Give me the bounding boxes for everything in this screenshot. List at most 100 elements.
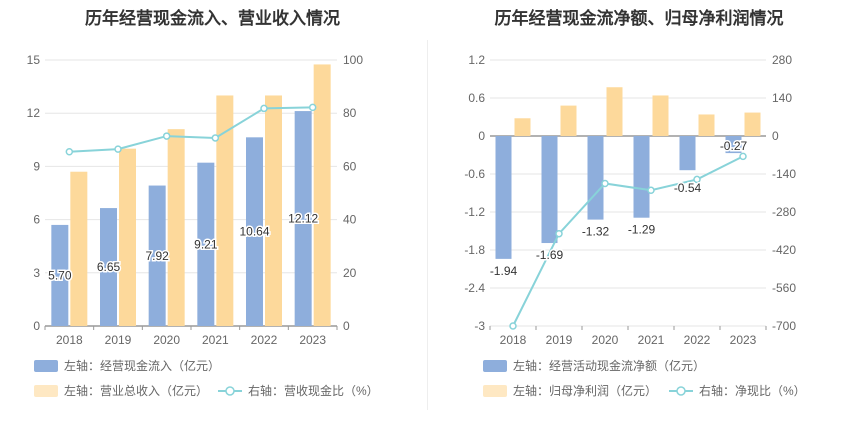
bar bbox=[514, 118, 531, 136]
bar-data-label: -1.32 bbox=[582, 225, 610, 239]
bar bbox=[698, 114, 715, 136]
right-axis-tick-label: 20 bbox=[343, 266, 357, 280]
bar bbox=[679, 136, 696, 171]
line-point bbox=[211, 134, 220, 142]
left-axis-tick-label: -3 bbox=[474, 319, 485, 333]
left-axis-tick-label: 0 bbox=[33, 319, 40, 333]
legend-label: 左轴：经营活动现金流净额（亿元） bbox=[513, 358, 705, 373]
bar-data-label: -1.94 bbox=[490, 264, 518, 278]
bar bbox=[652, 95, 669, 136]
bar bbox=[313, 64, 331, 326]
bar bbox=[70, 171, 88, 326]
line-point bbox=[739, 152, 747, 161]
right-axis-tick-label: 60 bbox=[343, 159, 357, 173]
left-axis-tick-label: 6 bbox=[33, 213, 40, 227]
bar bbox=[148, 185, 166, 326]
x-axis-tick-label: 2023 bbox=[299, 333, 326, 347]
bar bbox=[100, 208, 117, 326]
chart-title-1: 历年经营现金流入、营业收入情况 bbox=[85, 9, 340, 28]
line-point bbox=[260, 104, 268, 113]
bar-data-label: 9.21 bbox=[194, 237, 218, 251]
left-axis-tick-label: -1.2 bbox=[464, 205, 485, 219]
bar bbox=[294, 111, 312, 327]
bar-data-label: 6.65 bbox=[97, 260, 121, 274]
right-axis-tick-label: 140 bbox=[772, 91, 792, 105]
bar bbox=[51, 224, 69, 326]
line-point bbox=[509, 322, 517, 330]
line-point bbox=[114, 145, 122, 153]
line-series bbox=[69, 106, 313, 153]
left-axis-tick-label: -2.4 bbox=[464, 281, 485, 295]
bar-data-label: -0.27 bbox=[720, 139, 748, 153]
chart-title-2: 历年经营现金流净额、归母净利润情况 bbox=[494, 9, 784, 28]
line-point bbox=[162, 132, 171, 140]
left-axis-tick-label: 3 bbox=[33, 266, 40, 280]
right-axis-tick-label: 0 bbox=[343, 319, 350, 333]
legend-swatch bbox=[34, 385, 58, 397]
bar bbox=[725, 136, 742, 154]
bar bbox=[541, 136, 558, 244]
legend-swatch bbox=[483, 360, 507, 372]
bar bbox=[587, 136, 604, 220]
bar-data-label: 5.70 bbox=[48, 268, 72, 282]
bar-data-label: 12.12 bbox=[288, 212, 318, 226]
bar-data-label: -1.29 bbox=[628, 223, 656, 237]
x-axis-tick-label: 2018 bbox=[500, 333, 527, 347]
right-axis-tick-label: 280 bbox=[772, 53, 792, 67]
right-axis-tick-label: -140 bbox=[772, 167, 796, 181]
legend-label: 左轴：经营现金流入（亿元） bbox=[64, 358, 220, 373]
line-point bbox=[65, 148, 74, 156]
bar bbox=[633, 136, 650, 218]
panel-divider bbox=[427, 40, 428, 410]
left-axis-tick-label: 0.6 bbox=[468, 91, 485, 105]
bar bbox=[744, 112, 761, 136]
x-axis-tick-label: 2018 bbox=[56, 333, 83, 347]
left-axis-tick-label: -0.6 bbox=[464, 167, 485, 181]
line-point bbox=[693, 175, 701, 184]
right-axis-tick-label: -420 bbox=[772, 243, 796, 257]
line-point bbox=[555, 229, 563, 238]
right-axis-tick-label: 100 bbox=[343, 53, 363, 67]
legend-label: 右轴：净现比（%） bbox=[699, 383, 806, 398]
line-point bbox=[308, 103, 317, 112]
right-axis-tick-label: 80 bbox=[343, 106, 357, 120]
x-axis-tick-label: 2019 bbox=[105, 333, 132, 347]
left-axis-tick-label: 12 bbox=[27, 106, 41, 120]
x-axis-tick-label: 2023 bbox=[730, 333, 757, 347]
line-point bbox=[647, 186, 655, 195]
bar bbox=[560, 105, 577, 136]
legend-label: 右轴：营收现金比（%） bbox=[248, 383, 379, 398]
left-axis-tick-label: 1.2 bbox=[468, 53, 485, 67]
left-axis-tick-label: 9 bbox=[33, 159, 40, 173]
bar bbox=[119, 148, 136, 326]
x-axis-tick-label: 2019 bbox=[546, 333, 573, 347]
bar-data-label: 7.92 bbox=[145, 249, 169, 263]
left-axis-tick-label: 0 bbox=[478, 129, 485, 143]
bar-data-label: 10.64 bbox=[239, 225, 269, 239]
bar bbox=[606, 87, 623, 136]
bar bbox=[167, 129, 185, 326]
right-axis-tick-label: 0 bbox=[772, 129, 779, 143]
left-axis-tick-label: 15 bbox=[27, 53, 41, 67]
bar bbox=[495, 136, 512, 259]
legend-swatch-marker bbox=[676, 386, 686, 396]
right-axis-tick-label: -560 bbox=[772, 281, 796, 295]
right-axis-tick-label: -280 bbox=[772, 205, 796, 219]
legend-swatch bbox=[34, 360, 58, 372]
bar-data-label: -0.54 bbox=[674, 181, 702, 195]
legend-label: 左轴：归母净利润（亿元） bbox=[513, 383, 657, 398]
x-axis-tick-label: 2022 bbox=[251, 333, 278, 347]
x-axis-tick-label: 2021 bbox=[638, 333, 665, 347]
x-axis-tick-label: 2022 bbox=[684, 333, 711, 347]
legend-swatch bbox=[483, 385, 507, 397]
bar bbox=[246, 137, 263, 326]
x-axis-tick-label: 2020 bbox=[153, 333, 180, 347]
bar bbox=[197, 162, 215, 326]
x-axis-tick-label: 2021 bbox=[202, 333, 229, 347]
bar bbox=[216, 95, 234, 326]
line-point bbox=[601, 179, 609, 188]
right-axis-tick-label: -700 bbox=[772, 319, 796, 333]
line-series bbox=[512, 155, 744, 327]
legend-label: 左轴：营业总收入（亿元） bbox=[64, 383, 208, 398]
